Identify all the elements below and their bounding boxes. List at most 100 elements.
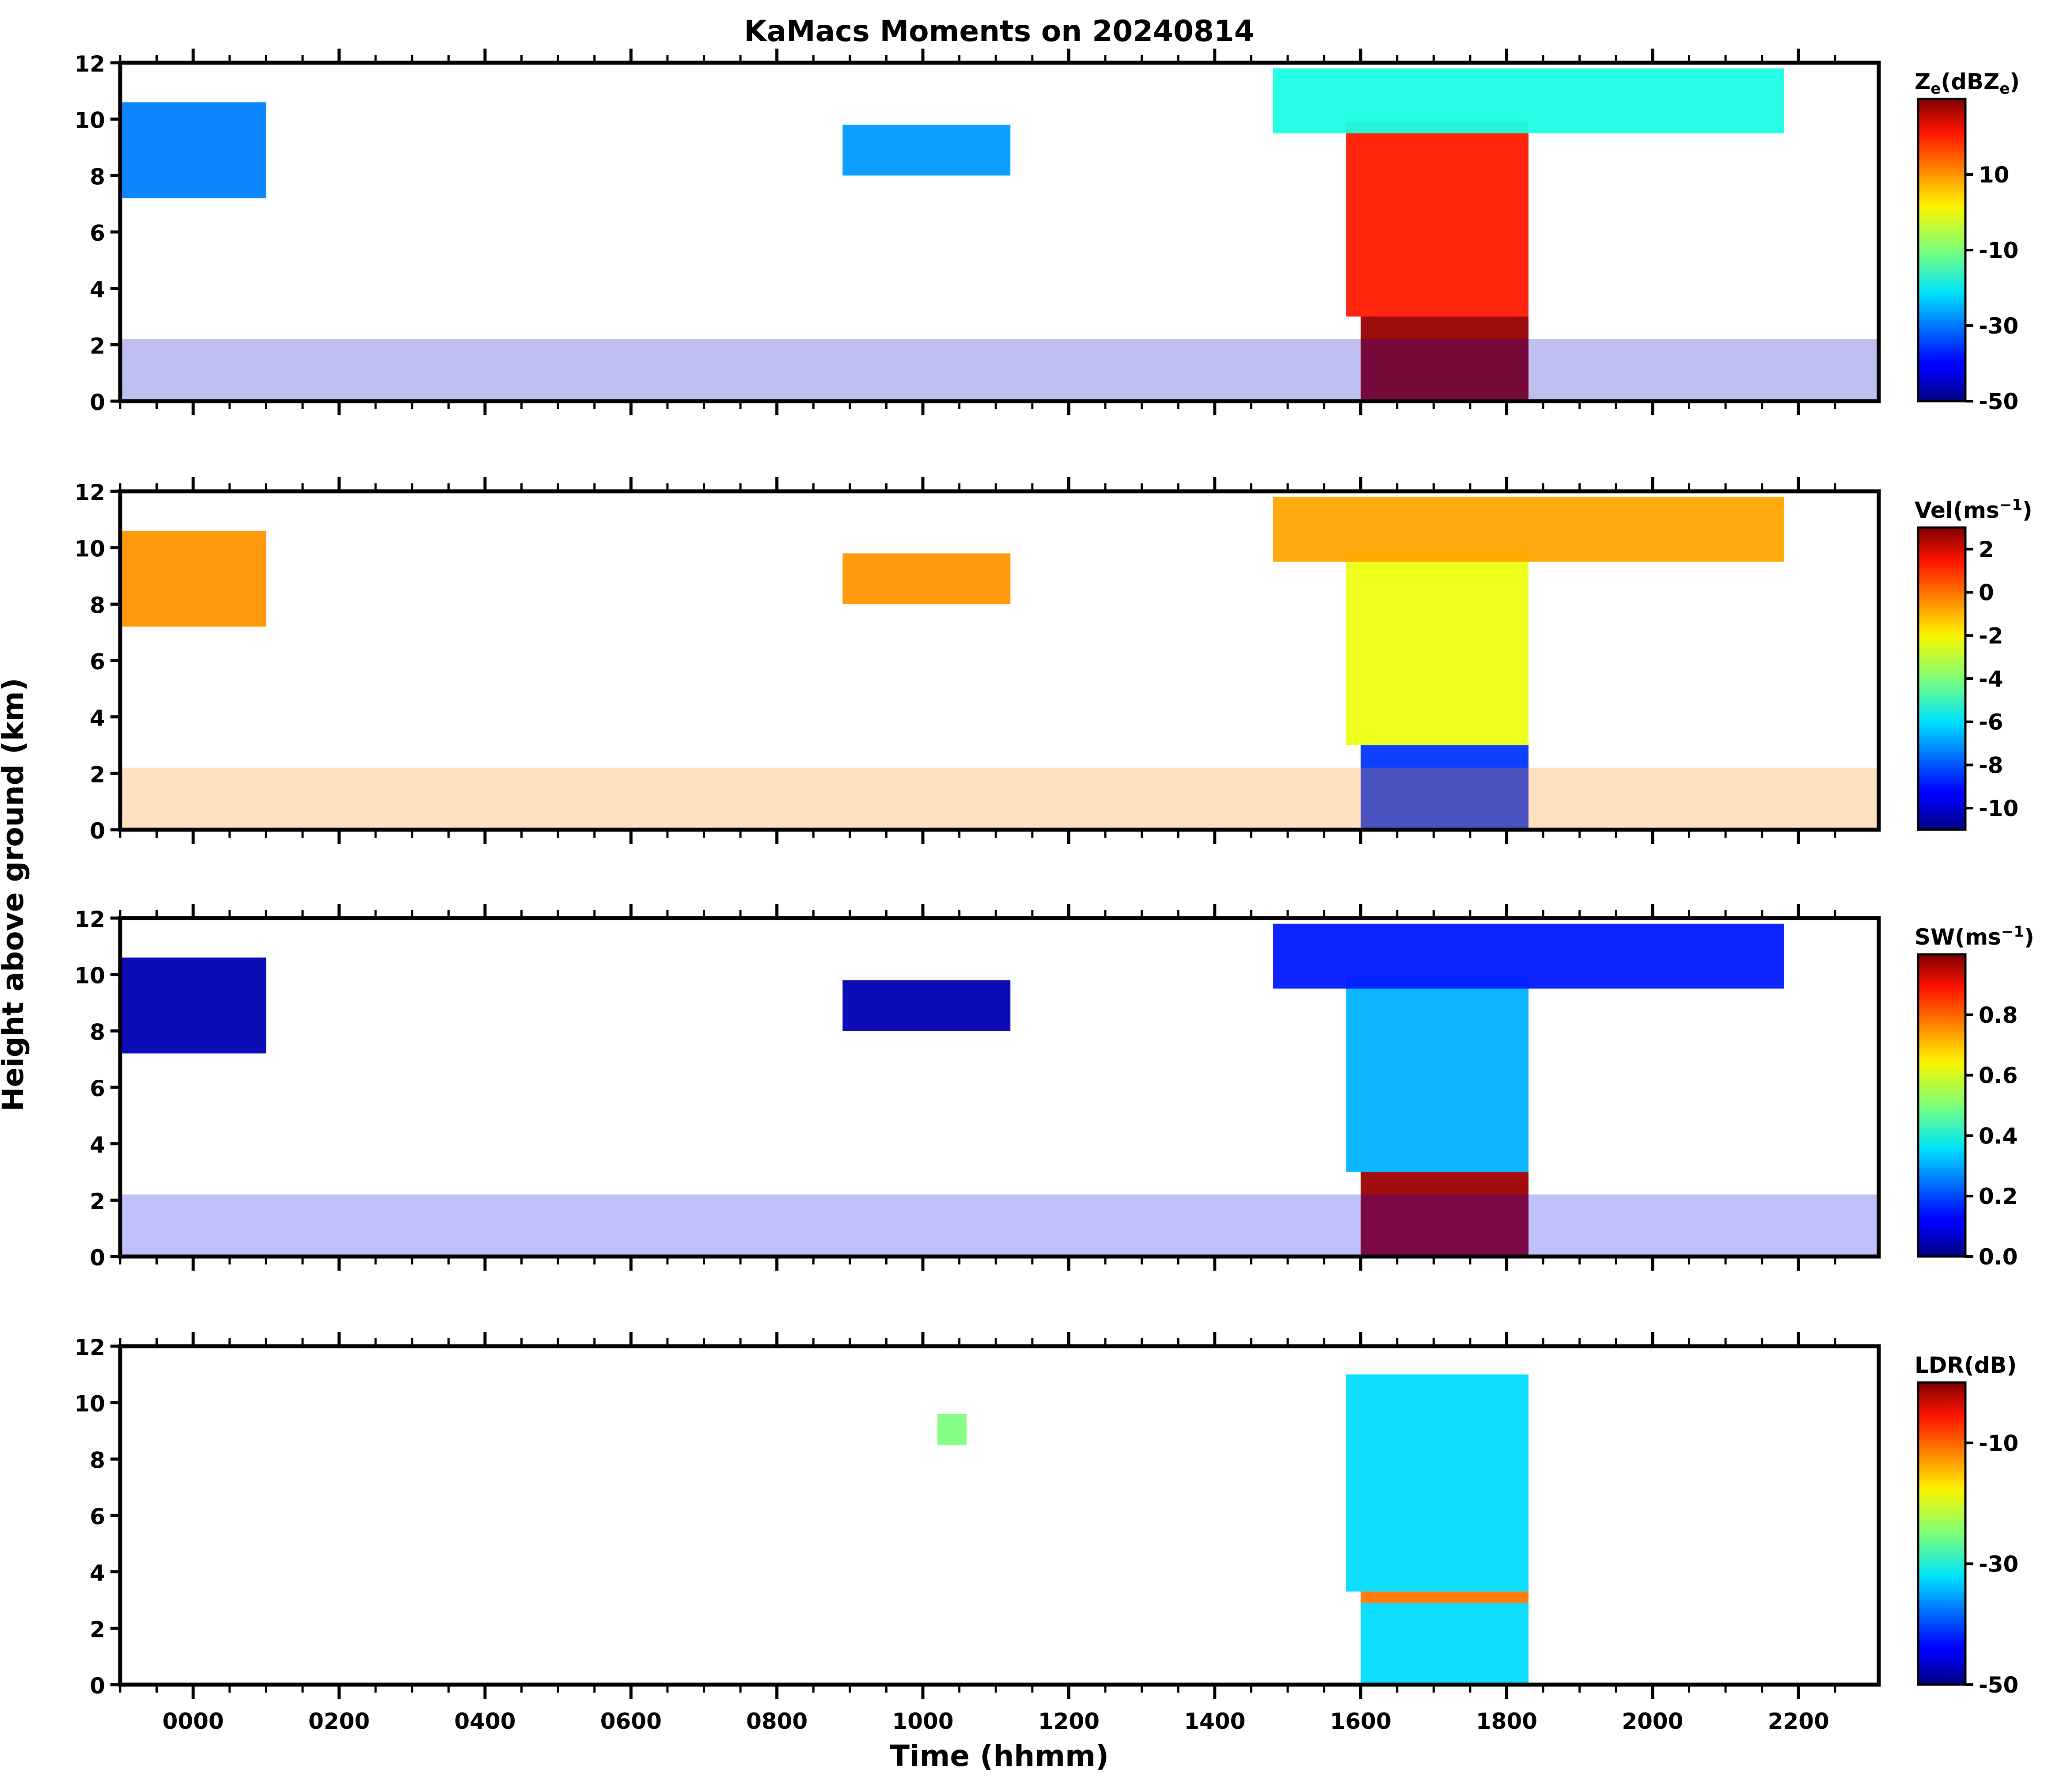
x-tick-label: 0200: [308, 1708, 370, 1734]
y-tick-label: 6: [90, 1504, 105, 1530]
colorbar-gradient: [1917, 1381, 1967, 1686]
colorbar-tick-label: -50: [1979, 389, 2018, 414]
colorbar-tick-label: 0.0: [1979, 1244, 2018, 1270]
colorbar-tick-label: 2: [1979, 537, 1994, 562]
heatmap-region: [1346, 122, 1529, 317]
y-tick-label: 6: [90, 220, 105, 246]
heatmap-cells: [937, 1374, 1529, 1685]
colorbar-tick-label: -4: [1979, 666, 2003, 692]
y-tick-label: 8: [90, 1019, 105, 1045]
heatmap-region: [1361, 1172, 1529, 1257]
y-tick-label: 0: [90, 1245, 105, 1271]
y-tick-label: 6: [90, 1076, 105, 1101]
panel-reflectivity: 0 2 4 6 8 10 12 10 -10 -30 -50 Ze(dBZe): [74, 49, 2020, 415]
y-tick-label: 12: [74, 480, 105, 505]
y-tick-label: 4: [90, 277, 105, 303]
colorbar-tick-label: -6: [1979, 710, 2003, 735]
x-axis-label: Time (hhmm): [890, 1739, 1109, 1773]
heatmap-region: [842, 125, 1011, 176]
heatmap-region: [120, 339, 1879, 401]
y-axis-label: Height above ground (km): [0, 678, 30, 1112]
colorbar: 10 -10 -30 -50 Ze(dBZe): [1915, 69, 2020, 414]
colorbar: -10 -30 -50 LDR(dB): [1915, 1352, 2018, 1698]
y-tick-label: 8: [90, 592, 105, 618]
heatmap-region: [120, 102, 266, 198]
heatmap-region: [937, 1414, 967, 1445]
heatmap-cells: [120, 68, 1879, 401]
colorbar-tick-label: -2: [1979, 623, 2003, 649]
heatmap-cells: [120, 497, 1879, 830]
y-tick-label: 10: [74, 536, 105, 562]
y-tick-label: 10: [74, 108, 105, 133]
colorbar-label: Vel(ms−1): [1915, 496, 2033, 523]
colorbar-tick-label: -30: [1979, 1551, 2018, 1577]
colorbar-label: SW(ms−1): [1915, 923, 2034, 950]
x-tick-label: 0400: [454, 1708, 516, 1734]
y-tick-label: 4: [90, 706, 105, 731]
y-tick-label: 8: [90, 1447, 105, 1473]
heatmap-region: [842, 980, 1011, 1031]
y-tick-label: 0: [90, 818, 105, 844]
colorbar-gradient: [1917, 98, 1967, 402]
x-tick-label: 1200: [1038, 1708, 1100, 1734]
colorbar-tick-label: -10: [1979, 1431, 2018, 1456]
colorbar-tick-label: 0.2: [1979, 1184, 2018, 1209]
heatmap-region: [1346, 1374, 1529, 1592]
colorbar-tick-label: -50: [1979, 1672, 2018, 1698]
x-tick-label: 1400: [1184, 1708, 1245, 1734]
y-tick-label: 12: [74, 907, 105, 932]
heatmap-region: [1273, 497, 1784, 562]
y-tick-label: 2: [90, 1617, 105, 1642]
heatmap-region: [1273, 923, 1784, 989]
heatmap-region: [120, 767, 1879, 830]
heatmap-region: [1361, 745, 1529, 830]
panel-ldr: 0 2 4 6 8 10 12 0000 0200 0400 0600 0800 1000 1200 140…: [74, 1332, 2018, 1734]
colorbar-gradient: [1917, 953, 1967, 1258]
heatmap-region: [1273, 68, 1784, 133]
heatmap-region: [1361, 1602, 1529, 1685]
heatmap-region: [1346, 551, 1529, 745]
colorbar-tick-label: -10: [1979, 796, 2018, 821]
colorbar-label: Ze(dBZe): [1915, 69, 2020, 98]
y-tick-label: 2: [90, 333, 105, 359]
colorbar-tick-label: 0.8: [1979, 1002, 2018, 1028]
panel-velocity: 0 2 4 6 8 10 12 2 0 -2 -4 -6 -8 -10 Vel(ms−1): [74, 477, 2033, 844]
plot-frame: [118, 1344, 1881, 1687]
x-tick-label: 0000: [163, 1708, 224, 1734]
x-tick-label: 2000: [1622, 1708, 1683, 1734]
panel-spectrum_width: 0 2 4 6 8 10 12 0.8 0.6 0.4 0.2 0.0 SW(ms−1): [74, 904, 2034, 1271]
x-tick-label: 0800: [746, 1708, 808, 1734]
figure-title: KaMacs Moments on 20240814: [744, 14, 1254, 48]
colorbar-tick-label: 0.4: [1979, 1123, 2018, 1149]
y-tick-label: 4: [90, 1132, 105, 1158]
heatmap-region: [1361, 316, 1529, 401]
y-tick-label: 12: [74, 1335, 105, 1360]
colorbar-tick-label: -30: [1979, 313, 2018, 339]
y-tick-label: 0: [90, 1673, 105, 1699]
y-tick-label: 10: [74, 963, 105, 989]
x-tick-label: 2200: [1768, 1708, 1829, 1734]
heatmap-region: [120, 1194, 1879, 1257]
colorbar-tick-label: -10: [1979, 238, 2018, 263]
x-tick-label: 1800: [1476, 1708, 1537, 1734]
heatmap-region: [120, 531, 266, 627]
colorbar-tick-label: 0.6: [1979, 1063, 2018, 1089]
x-tick-label: 1000: [892, 1708, 953, 1734]
x-tick-label: 1600: [1330, 1708, 1392, 1734]
heatmap-region: [842, 553, 1011, 604]
y-tick-label: 2: [90, 762, 105, 787]
y-tick-label: 6: [90, 649, 105, 675]
y-tick-label: 2: [90, 1188, 105, 1214]
colorbar: 0.8 0.6 0.4 0.2 0.0 SW(ms−1): [1915, 923, 2034, 1270]
colorbar-tick-label: 0: [1979, 580, 1994, 606]
colorbar-tick-label: -8: [1979, 752, 2003, 778]
heatmap-region: [1361, 1591, 1529, 1603]
colorbar-gradient: [1917, 526, 1967, 831]
colorbar: 2 0 -2 -4 -6 -8 -10 Vel(ms−1): [1915, 496, 2033, 831]
y-tick-label: 8: [90, 164, 105, 190]
heatmap-region: [120, 957, 266, 1054]
x-tick-label: 0600: [600, 1708, 662, 1734]
colorbar-label: LDR(dB): [1915, 1352, 2017, 1378]
heatmap-region: [1346, 977, 1529, 1172]
